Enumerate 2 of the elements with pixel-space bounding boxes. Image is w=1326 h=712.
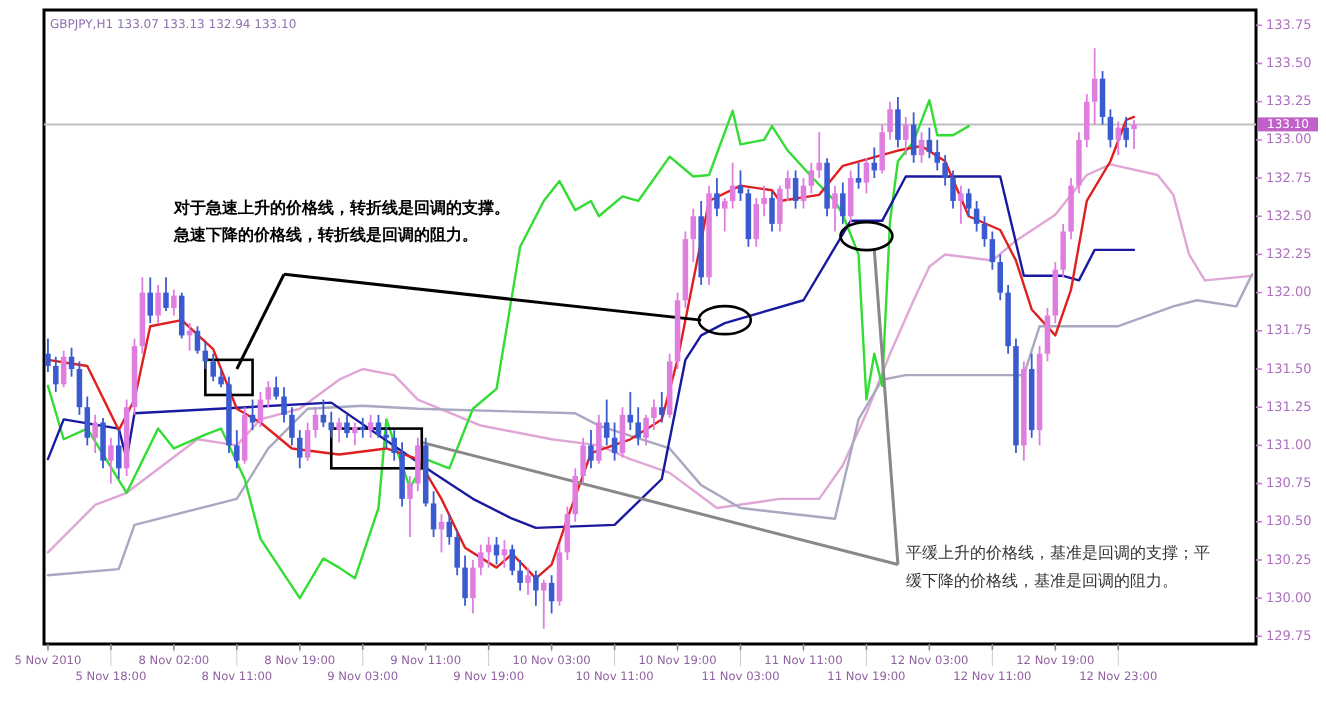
annotation: 对于急速上升的价格线，转折线是回调的支撑。急速下降的价格线，转折线是回调的阻力。 — [171, 199, 510, 245]
annotation: 平缓上升的价格线，基准是回调的支撑；平缓下降的价格线，基准是回调的阻力。 — [905, 544, 1210, 590]
